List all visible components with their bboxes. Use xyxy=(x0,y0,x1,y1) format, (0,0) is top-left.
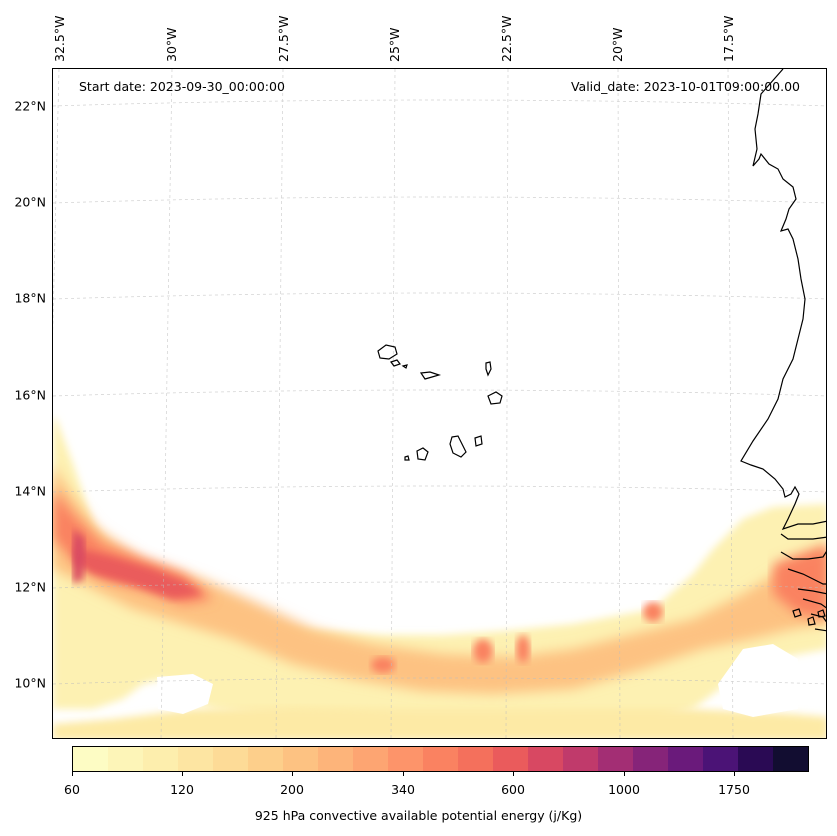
lon-label-27-5w: 27.5°W xyxy=(276,15,291,62)
lon-label-17-5w: 17.5°W xyxy=(721,15,736,62)
colorbar-segment-4 xyxy=(213,747,248,771)
lat-label-12n: 12°N xyxy=(14,579,46,595)
colorbar-segment-9 xyxy=(388,747,423,771)
cb-tick xyxy=(182,772,183,776)
cape-band-bottom xyxy=(53,707,826,738)
lon-label-32-5w: 32.5°W xyxy=(52,15,67,62)
colorbar-segment-17 xyxy=(668,747,703,771)
island-sao-nicolau xyxy=(419,371,442,380)
island-boa-vista xyxy=(487,391,503,405)
no-data-patch-left xyxy=(157,674,213,714)
lat-label-18n: 18°N xyxy=(14,290,46,306)
island-fogo xyxy=(416,447,429,461)
colorbar-segment-20 xyxy=(773,747,808,771)
island-brava xyxy=(404,455,410,461)
colorbar-title: 925 hPa convective available potential e… xyxy=(254,808,583,823)
cb-tick-label-1000: 1000 xyxy=(608,782,640,797)
colorbar-segment-2 xyxy=(143,747,178,771)
map-frame xyxy=(52,68,827,739)
cape-core xyxy=(73,547,203,599)
colorbar-segment-3 xyxy=(178,747,213,771)
island-santa-luzia xyxy=(401,364,408,369)
lat-label-22n: 22°N xyxy=(14,98,46,114)
cape-field xyxy=(53,416,826,738)
colorbar-segment-8 xyxy=(353,747,388,771)
cape-cell-b xyxy=(516,635,530,663)
island-santo-antao xyxy=(377,344,398,360)
cape-band-high xyxy=(53,489,213,604)
lat-label-16n: 16°N xyxy=(14,387,46,403)
island-sao-vicente xyxy=(390,359,401,367)
colorbar-segment-12 xyxy=(493,747,528,771)
graticule xyxy=(53,69,826,738)
lon-label-30w: 30°W xyxy=(164,27,179,62)
cape-cell-a xyxy=(473,639,493,663)
lat-label-10n: 10°N xyxy=(14,675,46,691)
cape-band-mid xyxy=(53,464,826,694)
cb-tick xyxy=(72,772,73,776)
cape-cell-d xyxy=(371,657,395,673)
cb-tick xyxy=(513,772,514,776)
start-date-label: Start date: 2023-09-30_00:00:00 xyxy=(79,79,285,94)
colorbar-segment-15 xyxy=(598,747,633,771)
bijagos-islands xyxy=(792,608,826,626)
island-sal xyxy=(485,361,492,377)
colorbar-segment-7 xyxy=(318,747,353,771)
cb-tick-label-200: 200 xyxy=(280,782,304,797)
lon-label-22-5w: 22.5°W xyxy=(499,15,514,62)
valid-date-label: Valid_date: 2023-10-01T09:00:00.00 xyxy=(570,79,800,94)
cb-tick xyxy=(403,772,404,776)
cape-core-2 xyxy=(73,529,85,584)
africa-coast xyxy=(740,69,826,632)
colorbar-segment-1 xyxy=(108,747,143,771)
island-maio xyxy=(474,435,483,447)
lon-label-25w: 25°W xyxy=(387,27,402,62)
colorbar-segment-16 xyxy=(633,747,668,771)
colorbar-segment-6 xyxy=(283,747,318,771)
cape-band-high-2 xyxy=(773,544,826,619)
cb-tick-label-60: 60 xyxy=(64,782,80,797)
colorbar-segment-14 xyxy=(563,747,598,771)
cb-tick xyxy=(624,772,625,776)
colorbar-segment-18 xyxy=(703,747,738,771)
cape-map xyxy=(53,69,826,738)
coastlines xyxy=(377,69,826,632)
colorbar-segment-11 xyxy=(458,747,493,771)
colorbar-segment-10 xyxy=(423,747,458,771)
cb-tick-label-340: 340 xyxy=(391,782,415,797)
colorbar-segment-19 xyxy=(738,747,773,771)
lon-label-20w: 20°W xyxy=(610,27,625,62)
lat-label-14n: 14°N xyxy=(14,483,46,499)
cb-tick-label-1750: 1750 xyxy=(718,782,750,797)
colorbar-segment-0 xyxy=(73,747,108,771)
island-santiago xyxy=(449,435,467,458)
cb-tick-label-600: 600 xyxy=(501,782,525,797)
cape-cell-c xyxy=(643,602,663,622)
cb-tick xyxy=(734,772,735,776)
cb-tick-label-120: 120 xyxy=(170,782,194,797)
cb-tick xyxy=(292,772,293,776)
lat-label-20n: 20°N xyxy=(14,194,46,210)
no-data-patch-right xyxy=(718,644,798,717)
colorbar-segment-5 xyxy=(248,747,283,771)
colorbar-segment-13 xyxy=(528,747,563,771)
colorbar xyxy=(72,746,809,772)
